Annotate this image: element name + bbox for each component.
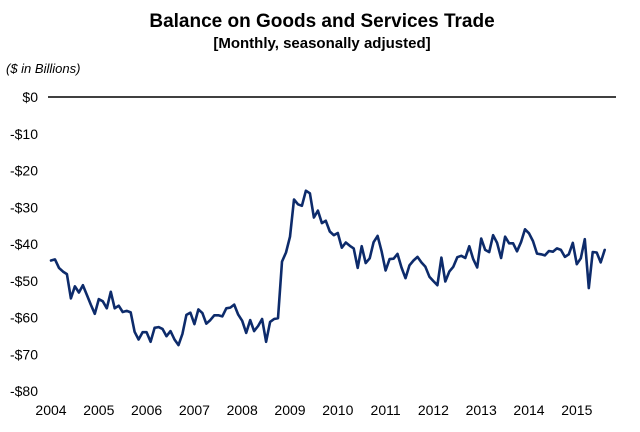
y-tick-label: -$20 (10, 163, 38, 179)
series-layer (49, 189, 607, 347)
x-tick-label: 2006 (131, 402, 162, 418)
x-tick-label: 2007 (179, 402, 210, 418)
x-tick-label: 2012 (418, 402, 449, 418)
y-tick-label: -$60 (10, 310, 38, 326)
series-line-0 (49, 189, 607, 347)
x-tick-label: 2015 (561, 402, 592, 418)
y-tick-label: -$50 (10, 273, 38, 289)
x-tick-label: 2008 (227, 402, 258, 418)
y-tick-label: -$80 (10, 383, 38, 399)
x-tick-label: 2013 (466, 402, 497, 418)
x-tick-label: 2009 (274, 402, 305, 418)
chart-subtitle: [Monthly, seasonally adjusted] (213, 35, 430, 52)
x-tick-label: 2004 (35, 402, 66, 418)
y-tick-label: -$30 (10, 199, 38, 215)
x-tick-label: 2010 (322, 402, 353, 418)
x-tick-label: 2011 (371, 402, 401, 418)
x-tick-label: 2014 (513, 402, 544, 418)
y-tick-label: -$40 (10, 236, 38, 252)
y-tick-label: -$10 (10, 126, 38, 142)
unit-label: ($ in Billions) (6, 61, 80, 76)
x-axis-ticks: 2004 2005 2006 2007 2008 2009 2010 2011 2012 2013… (35, 402, 592, 418)
chart-title: Balance on Goods and Services Trade (149, 11, 494, 32)
y-tick-label: $0 (22, 89, 38, 105)
x-tick-label: 2005 (83, 402, 114, 418)
y-axis-ticks: $0 -$10 -$20 -$30 -$40 -$50 -$60 -$70 -$80 (10, 89, 38, 399)
y-tick-label: -$70 (10, 346, 38, 362)
